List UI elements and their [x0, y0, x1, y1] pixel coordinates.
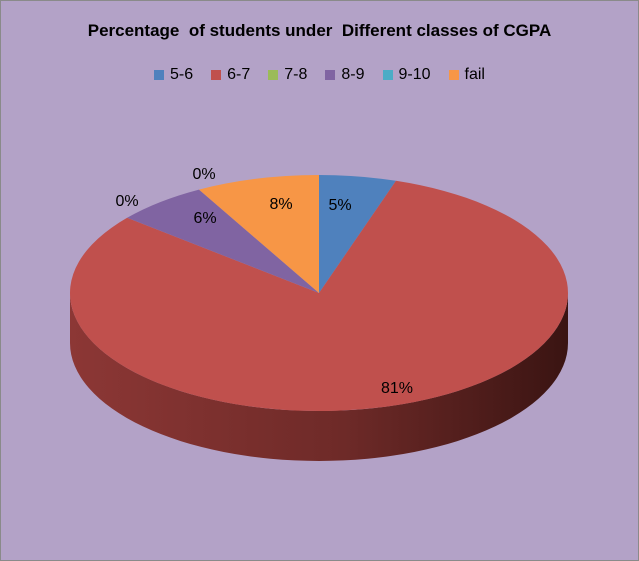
legend: 5-6 6-7 7-8 8-9 9-10 fail	[0, 66, 639, 84]
legend-label-8-9: 8-9	[341, 66, 365, 83]
data-label-6-7: 81%	[381, 380, 413, 397]
legend-item-6-7: 6-7	[211, 66, 250, 84]
legend-swatch-5-6	[154, 70, 164, 80]
data-label-8-9: 6%	[193, 210, 216, 227]
legend-label-5-6: 5-6	[170, 66, 194, 83]
legend-item-7-8: 7-8	[268, 66, 307, 84]
pie-slice-fail	[199, 175, 319, 293]
legend-swatch-7-8	[268, 70, 279, 80]
legend-label-9-10: 9-10	[398, 66, 431, 83]
legend-swatch-9-10	[382, 70, 393, 80]
legend-label-fail: fail	[464, 66, 485, 83]
pie-data-labels: 5% 81% 0% 6% 0% 8%	[115, 166, 413, 397]
legend-swatch-fail	[448, 70, 459, 80]
data-label-5-6: 5%	[328, 197, 351, 214]
pie-side-6-7	[70, 293, 568, 461]
pie-slice-6-7	[69, 180, 568, 411]
data-label-9-10: 0%	[192, 166, 215, 183]
chart-title: Percentage of students under Different c…	[87, 21, 552, 40]
pie-slice-5-6	[319, 175, 396, 293]
legend-label-7-8: 7-8	[284, 66, 308, 83]
legend-swatch-6-7	[211, 70, 222, 80]
legend-item-5-6: 5-6	[154, 66, 193, 84]
pie-slices	[69, 175, 568, 411]
pie-side-wall	[70, 293, 568, 461]
legend-item-9-10: 9-10	[382, 66, 431, 84]
legend-swatch-8-9	[325, 70, 336, 80]
data-label-7-8: 0%	[115, 193, 138, 210]
legend-item-8-9: 8-9	[325, 66, 365, 84]
pie-slice-8-9	[127, 189, 319, 293]
data-label-fail: 8%	[269, 196, 292, 213]
legend-item-fail: fail	[448, 66, 485, 84]
legend-label-6-7: 6-7	[227, 66, 251, 83]
